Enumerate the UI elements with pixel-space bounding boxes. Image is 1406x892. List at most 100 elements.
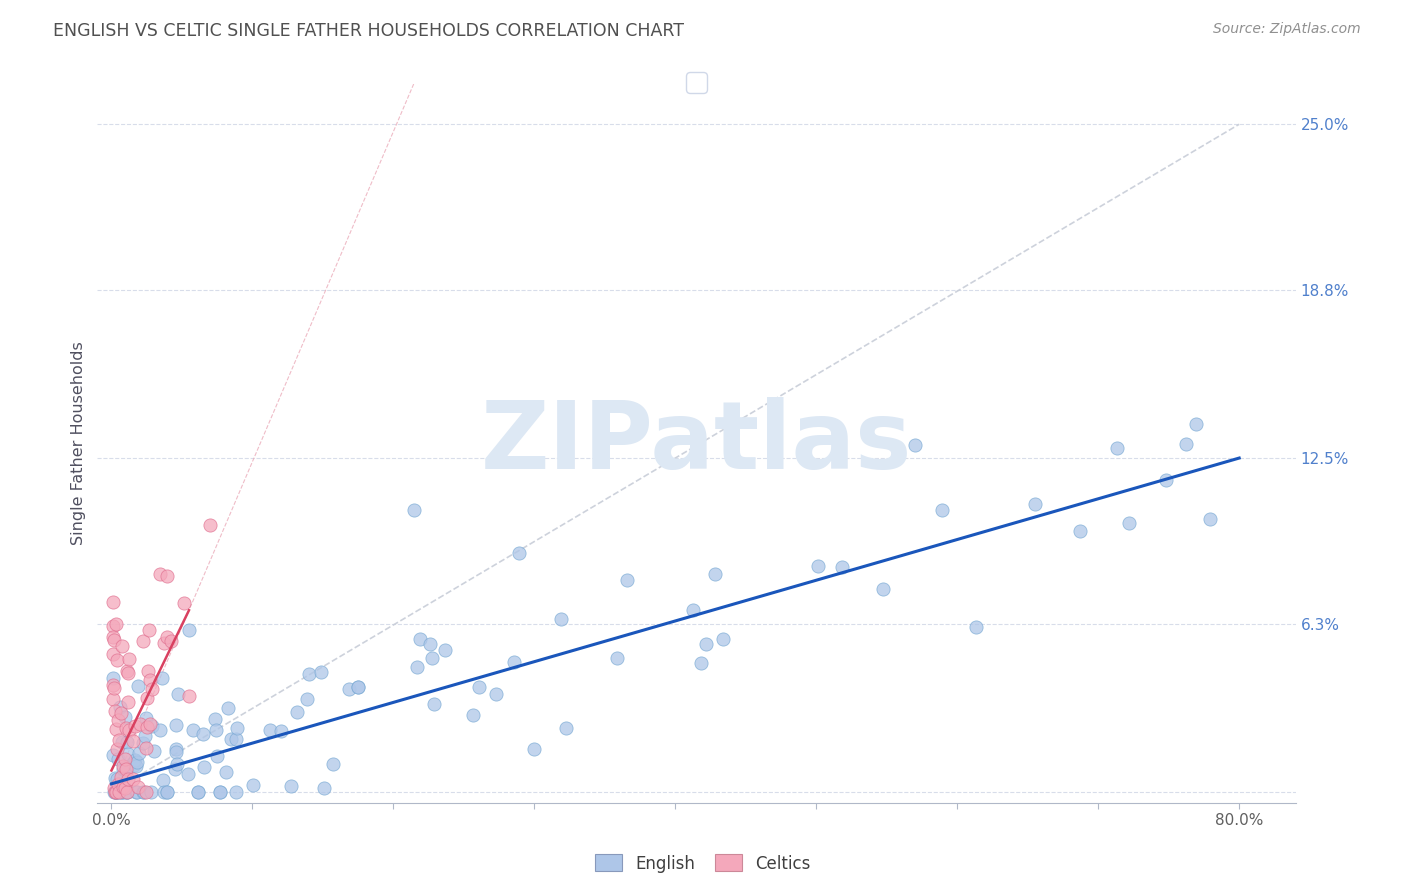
Point: [904, 438, 927, 452]
Point: [128, 746, 150, 760]
Point: [101, 647, 124, 661]
Point: [127, 780, 149, 795]
Point: [831, 560, 853, 574]
Point: [103, 785, 125, 799]
Point: [112, 763, 135, 777]
Point: [1184, 417, 1206, 431]
Point: [104, 771, 127, 785]
Point: [139, 716, 162, 731]
Point: [105, 616, 128, 631]
Point: [461, 707, 484, 722]
Point: [138, 624, 160, 638]
Point: [117, 695, 139, 709]
Point: [124, 719, 146, 733]
Point: [111, 785, 134, 799]
Point: [298, 666, 321, 681]
Point: [105, 722, 128, 736]
Point: [523, 742, 546, 756]
Point: [226, 722, 249, 736]
Point: [219, 731, 242, 746]
Point: [285, 705, 308, 719]
Point: [150, 671, 173, 685]
Point: [138, 673, 160, 688]
Point: [131, 634, 153, 648]
Point: [117, 772, 139, 787]
Legend: : [686, 72, 707, 93]
Point: [167, 687, 190, 701]
Point: [114, 762, 136, 776]
Point: [347, 680, 370, 694]
Point: [1199, 512, 1222, 526]
Point: [1174, 437, 1197, 451]
Point: [198, 517, 221, 532]
Point: [135, 785, 157, 799]
Point: [101, 595, 124, 609]
Point: [177, 767, 200, 781]
Point: [193, 760, 215, 774]
Point: [141, 681, 163, 696]
Text: Source: ZipAtlas.com: Source: ZipAtlas.com: [1213, 22, 1361, 37]
Point: [163, 762, 186, 776]
Point: [173, 596, 195, 610]
Point: [508, 546, 530, 560]
Point: [872, 582, 894, 596]
Point: [103, 681, 125, 695]
Point: [156, 785, 179, 799]
Point: [931, 502, 953, 516]
Point: [550, 612, 572, 626]
Point: [111, 734, 134, 748]
Point: [115, 664, 138, 678]
Point: [115, 785, 138, 799]
Point: [149, 723, 172, 738]
Point: [117, 723, 139, 738]
Point: [1118, 516, 1140, 530]
Point: [165, 741, 187, 756]
Point: [104, 785, 127, 799]
Point: [156, 631, 179, 645]
Point: [215, 764, 238, 779]
Point: [149, 567, 172, 582]
Point: [115, 735, 138, 749]
Point: [209, 785, 232, 799]
Point: [322, 756, 344, 771]
Point: [101, 748, 124, 763]
Point: [136, 720, 159, 734]
Point: [129, 717, 152, 731]
Point: [107, 733, 129, 747]
Point: [165, 745, 187, 759]
Point: [110, 706, 132, 720]
Point: [125, 758, 148, 772]
Point: [205, 749, 228, 764]
Point: [107, 752, 129, 766]
Point: [554, 721, 576, 735]
Point: [682, 603, 704, 617]
Point: [114, 785, 136, 799]
Point: [114, 710, 136, 724]
Point: [703, 567, 725, 582]
Point: [309, 665, 332, 679]
Point: [101, 692, 124, 706]
Point: [111, 639, 134, 653]
Point: [177, 689, 200, 703]
Point: [115, 785, 138, 799]
Point: [179, 624, 201, 638]
Point: [125, 756, 148, 770]
Point: [108, 785, 131, 799]
Point: [423, 697, 446, 711]
Point: [204, 712, 226, 726]
Point: [101, 630, 124, 644]
Point: [104, 785, 127, 799]
Point: [122, 772, 145, 786]
Point: [112, 780, 135, 794]
Point: [135, 711, 157, 725]
Point: [485, 687, 508, 701]
Point: [132, 785, 155, 799]
Point: [187, 785, 209, 799]
Point: [141, 785, 163, 799]
Point: [114, 781, 136, 796]
Point: [134, 729, 156, 743]
Point: [103, 780, 125, 795]
Point: [193, 726, 215, 740]
Point: [153, 785, 176, 799]
Point: [225, 731, 247, 746]
